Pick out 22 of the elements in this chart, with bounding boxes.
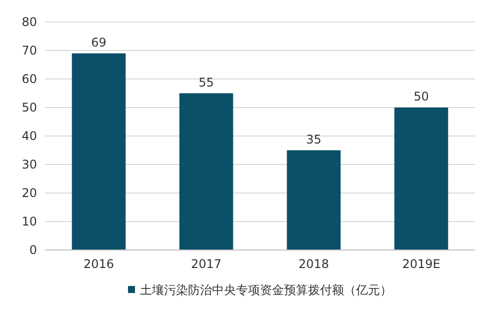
legend-label: 土壤污染防治中央专项资金预算拨付额（亿元） [140, 283, 392, 297]
data-label: 50 [414, 90, 429, 104]
bar [72, 53, 126, 250]
x-tick-label: 2017 [190, 257, 222, 271]
y-tick-label: 70 [22, 44, 37, 58]
data-label: 69 [91, 35, 106, 50]
y-tick-label: 30 [22, 158, 37, 172]
bar [394, 108, 448, 250]
x-tick-label: 2016 [83, 257, 114, 271]
y-tick-label: 0 [29, 243, 37, 257]
y-tick-label: 60 [22, 72, 37, 86]
y-tick-label: 50 [22, 100, 37, 114]
data-label: 55 [198, 75, 214, 90]
x-tick-label: 2019E [402, 257, 440, 271]
data-label: 35 [306, 132, 322, 146]
bar [179, 93, 234, 250]
y-tick-label: 10 [22, 214, 37, 228]
x-tick-label: 2018 [298, 257, 330, 271]
y-tick-label: 80 [22, 15, 37, 29]
bar [286, 150, 341, 250]
y-tick-label: 20 [22, 186, 37, 200]
y-tick-label: 40 [22, 129, 37, 143]
